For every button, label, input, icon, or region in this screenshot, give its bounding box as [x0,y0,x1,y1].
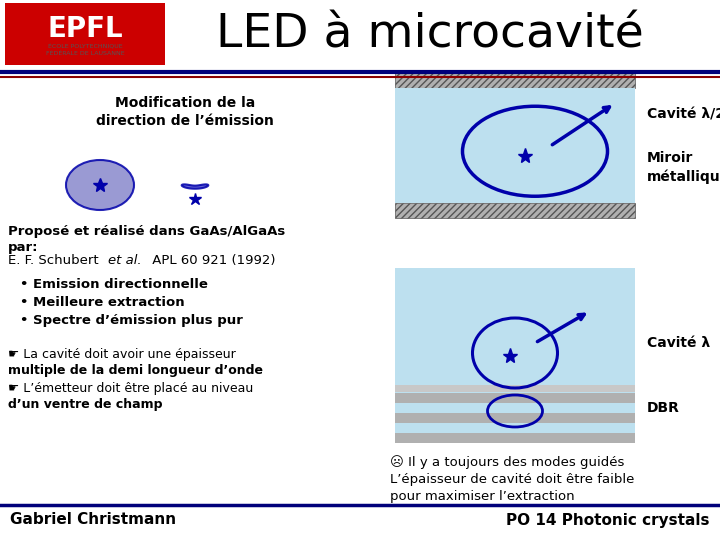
Text: E. F. Schubert: E. F. Schubert [8,254,103,267]
Bar [395,403,635,413]
Text: et al.: et al. [108,254,142,267]
Text: DBR: DBR [647,401,680,415]
Polygon shape [181,184,208,188]
Bar [395,393,635,403]
Bar [395,88,635,203]
Bar [395,203,635,218]
Text: APL 60 921 (1992): APL 60 921 (1992) [148,254,276,267]
Text: multiple de la demi longueur d’onde: multiple de la demi longueur d’onde [8,364,263,377]
Text: Modification de la
direction de l’émission: Modification de la direction de l’émissi… [96,96,274,129]
Bar [395,385,635,392]
Text: Cavité λ: Cavité λ [647,336,710,350]
Bar [5,3,165,65]
Text: LED à microcavité: LED à microcavité [216,12,644,57]
Text: EPFL: EPFL [48,15,123,43]
Text: Gabriel Christmann: Gabriel Christmann [10,512,176,528]
Bar [395,433,635,443]
Text: ☹ Il y a toujours des modes guidés
L’épaisseur de cavité doit être faible
pour m: ☹ Il y a toujours des modes guidés L’épa… [390,455,634,503]
Bar [395,268,635,443]
Bar [395,413,635,423]
Text: Cavité λ/2: Cavité λ/2 [647,108,720,122]
Text: ☛ La cavité doit avoir une épaisseur: ☛ La cavité doit avoir une épaisseur [8,348,235,361]
Text: Proposé et réalisé dans GaAs/AlGaAs
par:: Proposé et réalisé dans GaAs/AlGaAs par: [8,225,285,254]
Text: ÉCOLE POLYTECHNIQUE
FÉDÉRALE DE LAUSANNE: ÉCOLE POLYTECHNIQUE FÉDÉRALE DE LAUSANNE [45,43,125,56]
Bar [395,73,635,88]
Ellipse shape [66,160,134,210]
Text: d’un ventre de champ: d’un ventre de champ [8,398,163,411]
Text: ☛ L’émetteur doit être placé au niveau: ☛ L’émetteur doit être placé au niveau [8,382,253,395]
Text: • Emission directionnelle
• Meilleure extraction
• Spectre d’émission plus pur: • Emission directionnelle • Meilleure ex… [20,278,243,327]
Text: PO 14 Photonic crystals: PO 14 Photonic crystals [506,512,710,528]
Bar [395,423,635,433]
Text: Miroir
métallique: Miroir métallique [647,151,720,184]
